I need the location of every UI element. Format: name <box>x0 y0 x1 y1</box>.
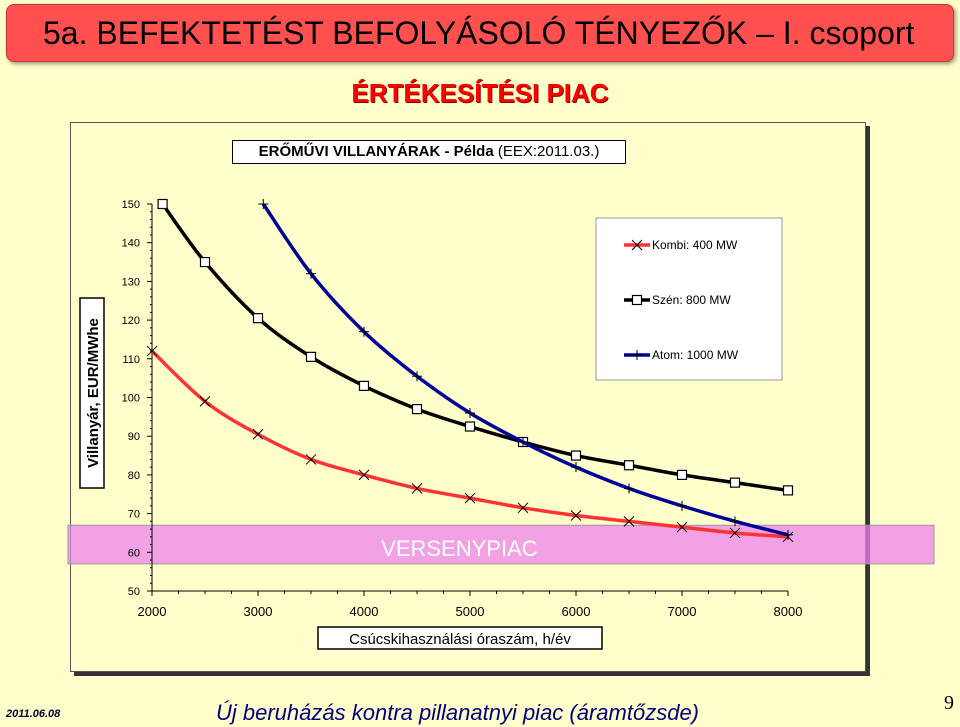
y-tick-label: 110 <box>122 354 140 366</box>
y-tick-label: 130 <box>122 276 140 288</box>
data-point <box>411 404 423 415</box>
data-point-b <box>411 483 423 494</box>
slide-subtitle: ÉRTÉKESÍTÉSI PIAC <box>351 78 609 108</box>
legend-marker <box>631 239 643 251</box>
x-tick-label: 2000 <box>138 604 167 619</box>
x-tick-label: 6000 <box>562 604 591 619</box>
data-point <box>252 313 264 324</box>
data-point <box>730 516 740 527</box>
data-point <box>358 469 370 481</box>
data-point-b <box>623 515 635 527</box>
versenypiac-band <box>67 524 935 565</box>
legend: Kombi: 400 MW Szén: 800 MW Atom: 1000 MW <box>595 217 783 381</box>
data-point <box>623 460 635 471</box>
data-point-b <box>146 345 158 357</box>
data-point <box>199 256 211 268</box>
y-axis-label: Villanyár, EUR/MWhe <box>85 318 102 468</box>
data-point <box>306 268 316 279</box>
y-tick-label: 90 <box>128 431 140 443</box>
data-point <box>359 326 369 337</box>
data-point <box>676 521 688 533</box>
data-point <box>199 396 211 407</box>
data-point <box>146 345 158 357</box>
series-markers <box>157 198 794 496</box>
data-point-b <box>464 492 476 504</box>
legend-label: Atom: 1000 MW <box>652 348 739 362</box>
legend-label: Kombi: 400 MW <box>652 238 738 252</box>
legend-label: Szén: 800 MW <box>652 293 731 307</box>
data-point <box>570 510 582 521</box>
y-tick-label: 60 <box>128 547 140 559</box>
data-point <box>624 483 634 494</box>
slide-title-bar: 5a. BEFEKTETÉST BEFOLYÁSOLÓ TÉNYEZŐK – I… <box>6 4 954 62</box>
y-tick-label: 100 <box>122 393 140 405</box>
data-point <box>465 407 475 418</box>
data-point <box>729 477 741 488</box>
footer-text: Új beruházás kontra pillanatnyi piac (ár… <box>216 700 700 725</box>
legend-marker <box>631 294 643 306</box>
chart-frame <box>70 122 866 672</box>
data-point-b <box>676 521 688 533</box>
y-tick-label: 80 <box>128 470 140 482</box>
data-point <box>623 515 635 527</box>
data-point-b <box>570 510 582 521</box>
series-markers <box>146 345 794 543</box>
data-point-b <box>305 454 317 465</box>
data-point-b <box>517 502 529 514</box>
data-point <box>464 421 476 432</box>
data-point <box>411 483 423 494</box>
data-point <box>782 485 794 496</box>
x-tick-label: 7000 <box>668 604 697 619</box>
x-axis-label: Csúcskihasználási óraszám, h/év <box>349 631 571 648</box>
data-point <box>517 502 529 514</box>
data-point <box>518 437 528 448</box>
data-point <box>677 500 687 511</box>
data-point <box>305 351 317 362</box>
data-point <box>464 492 476 504</box>
y-tick-label: 120 <box>122 315 140 327</box>
data-point <box>358 380 370 391</box>
x-axis-label-group: Csúcskihasználási óraszám, h/év <box>317 626 603 650</box>
y-axis-label-box <box>79 297 105 489</box>
footer-date: 2011.06.08 <box>6 708 61 720</box>
data-point <box>305 454 317 465</box>
data-point <box>571 462 581 473</box>
data-point <box>157 198 168 210</box>
y-axis-label-group: Villanyár, EUR/MWhe <box>79 297 105 489</box>
page-number: 9 <box>944 692 954 714</box>
versenypiac-label: VERSENYPIAC <box>381 536 538 561</box>
series-2 <box>261 204 788 537</box>
data-point <box>258 199 269 209</box>
legend-marker <box>632 350 642 360</box>
data-point-b <box>252 428 264 440</box>
data-point <box>252 428 264 440</box>
slide-title: 5a. BEFEKTETÉST BEFOLYÁSOLÓ TÉNYEZŐK – I… <box>43 15 915 51</box>
x-tick-label: 4000 <box>350 604 379 619</box>
y-tick-label: 50 <box>128 586 140 598</box>
data-point-b <box>199 396 211 407</box>
chart-title: ERŐMŰVI VILLANYÁRAK - Példa (EEX:2011.03… <box>232 140 626 164</box>
legend-marker-b <box>631 239 643 251</box>
data-point <box>570 450 582 461</box>
series-line <box>261 204 788 537</box>
x-tick-label: 3000 <box>244 604 273 619</box>
x-tick-label: 8000 <box>774 604 803 619</box>
series-markers <box>258 199 793 540</box>
data-point-b <box>358 469 370 481</box>
x-tick-label: 5000 <box>456 604 485 619</box>
y-tick-label: 140 <box>122 238 140 250</box>
data-point <box>412 371 422 382</box>
y-tick-label: 150 <box>122 199 140 211</box>
chart-title-source: (EEX:2011.03.) <box>497 143 600 160</box>
x-axis-label-box <box>317 626 603 650</box>
data-point <box>729 527 741 539</box>
y-tick-label: 70 <box>128 509 140 521</box>
chart-title-bold: ERŐMŰVI VILLANYÁRAK - Példa <box>258 143 494 160</box>
data-point-b <box>729 527 741 539</box>
data-point <box>783 529 793 540</box>
data-point <box>676 469 688 480</box>
